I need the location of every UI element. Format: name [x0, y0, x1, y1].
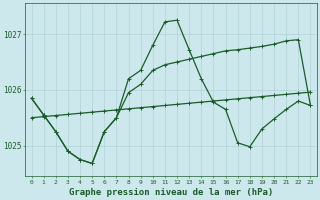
X-axis label: Graphe pression niveau de la mer (hPa): Graphe pression niveau de la mer (hPa)	[69, 188, 273, 197]
